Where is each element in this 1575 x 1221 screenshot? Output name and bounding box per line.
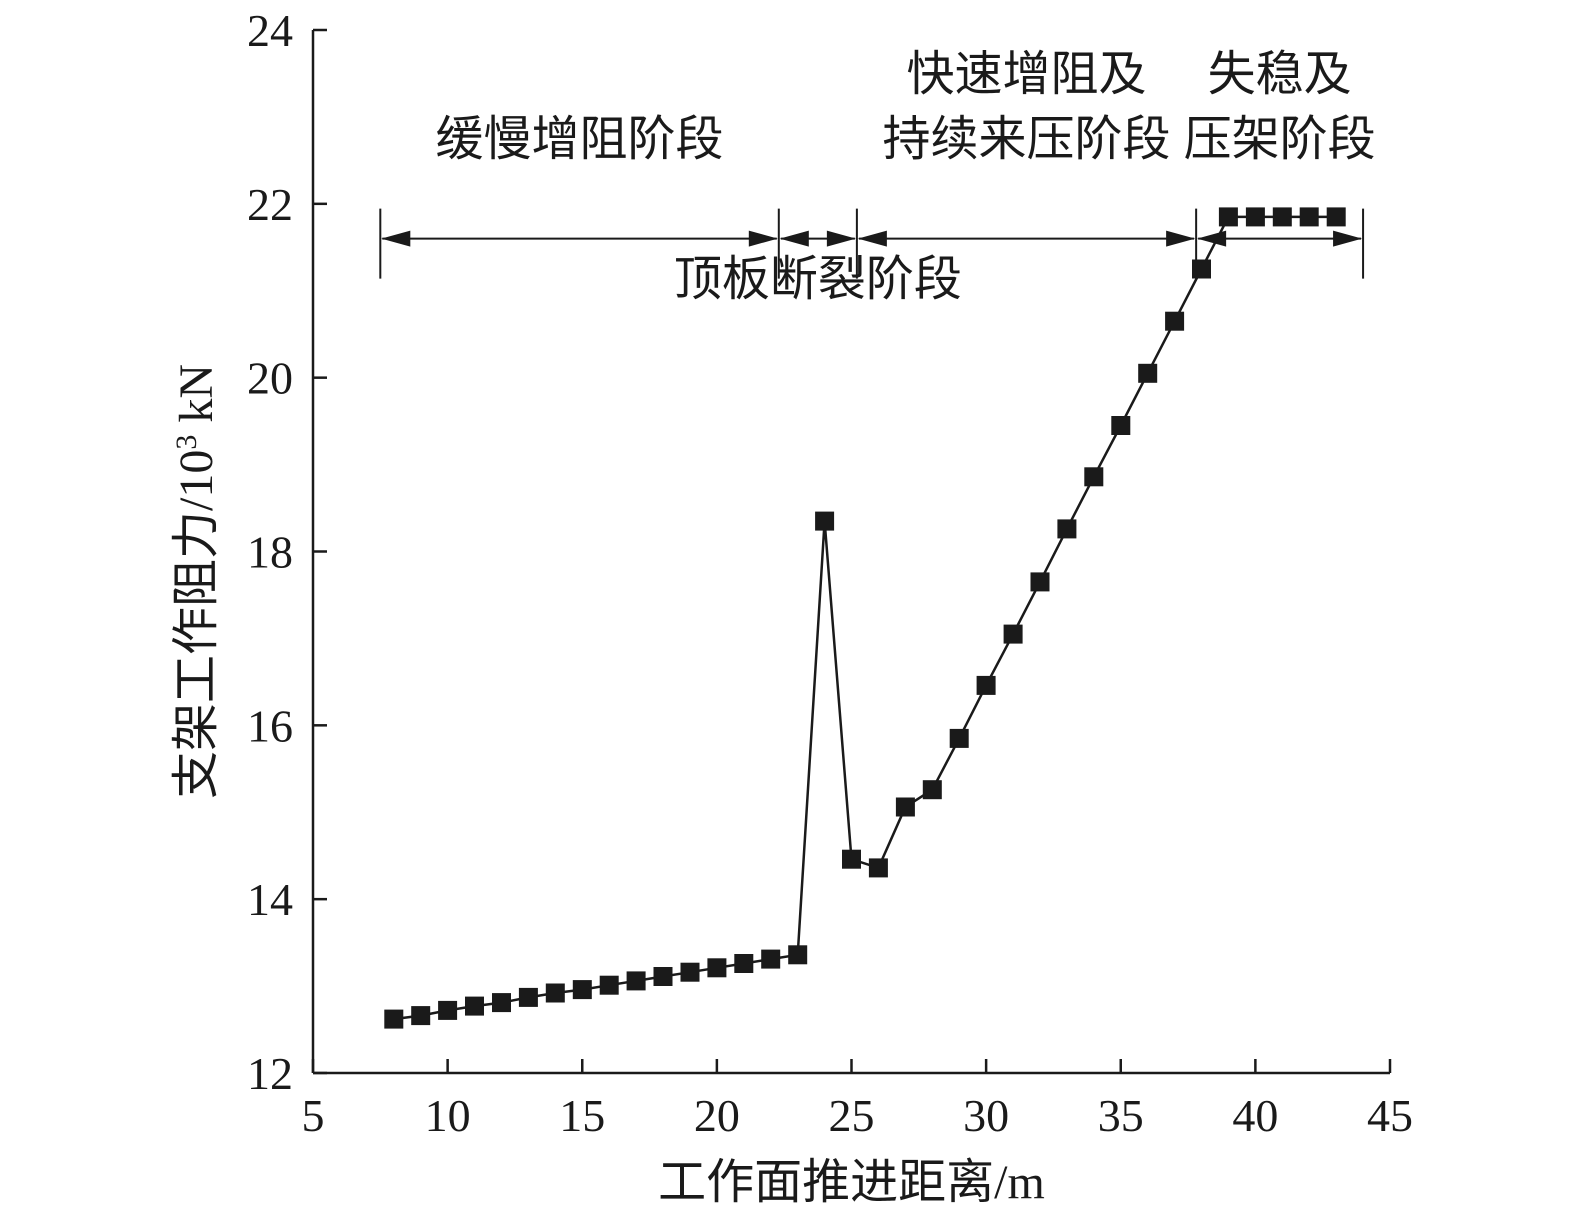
x-tick-label: 40: [1232, 1090, 1278, 1141]
data-point-marker: [1299, 207, 1319, 227]
data-point-marker: [1111, 416, 1131, 435]
stage-arrow-head-left: [857, 230, 887, 247]
y-tick-label: 12: [247, 1048, 293, 1099]
x-tick-label: 10: [425, 1090, 471, 1141]
stage-label-line: 压架阶段: [1184, 113, 1376, 166]
y-tick-label: 22: [247, 179, 293, 230]
data-point-marker: [1165, 311, 1185, 331]
data-point-marker: [1003, 624, 1023, 644]
y-tick-label: 16: [247, 700, 293, 751]
x-tick-label: 5: [302, 1090, 325, 1141]
x-tick-label: 25: [829, 1090, 875, 1141]
data-point-marker: [1192, 259, 1211, 279]
data-point-marker: [411, 1006, 431, 1026]
data-point-marker: [680, 962, 700, 982]
series-line: [393, 215, 1337, 1021]
data-point-marker: [653, 967, 673, 986]
data-point-marker: [1218, 207, 1238, 227]
data-point-marker: [1138, 363, 1158, 383]
data-point-marker: [492, 993, 511, 1013]
data-point-marker: [1030, 572, 1050, 592]
data-point-marker: [842, 849, 861, 869]
data-point-marker: [518, 987, 538, 1007]
data-point-marker: [761, 949, 781, 969]
y-tick-label: 18: [247, 527, 293, 578]
stage-arrow-head-left: [1197, 230, 1227, 247]
data-point-marker: [438, 1000, 458, 1020]
data-point-marker: [384, 1009, 404, 1029]
x-tick-label: 15: [559, 1090, 605, 1141]
data-point-marker: [1084, 467, 1104, 487]
stage-label-line: 持续来压阶段: [883, 113, 1171, 166]
data-point-marker: [1057, 519, 1077, 539]
data-point-marker: [788, 945, 808, 965]
data-point-marker: [626, 971, 646, 991]
y-axis-title: 支架工作阻力/103 kN: [170, 364, 224, 799]
stage-arrow-head-left: [381, 230, 411, 247]
stage-arrow-head-right: [1333, 230, 1363, 247]
y-axis-title-unit: kN: [170, 364, 223, 435]
data-point-marker: [815, 511, 835, 531]
data-point-marker: [922, 780, 942, 800]
stage-arrow-head-right: [826, 230, 856, 247]
data-point-marker: [545, 983, 565, 1003]
data-point-marker: [976, 675, 996, 695]
series-markers: [384, 207, 1346, 1029]
data-point-marker: [599, 975, 619, 995]
y-tick-label: 14: [247, 874, 293, 925]
data-point-marker: [1245, 207, 1265, 227]
data-point-marker: [895, 797, 915, 817]
x-tick-label: 20: [694, 1090, 740, 1141]
x-tick-label: 45: [1367, 1090, 1413, 1141]
data-point-marker: [707, 958, 727, 978]
data-point-marker: [1326, 207, 1346, 227]
stage-arrow-head-right: [1166, 230, 1196, 247]
y-tick-label: 24: [247, 5, 293, 56]
y-axis-title-main: 支架工作阻力/10: [170, 450, 223, 799]
data-point-marker: [868, 858, 888, 878]
x-axis-title: 工作面推进距离/m: [658, 1156, 1045, 1209]
y-axis-title-superscript: 3: [170, 435, 203, 450]
y-tick-label: 20: [247, 353, 293, 404]
stage-label-line: 顶板断裂阶段: [674, 253, 962, 306]
x-axis-ticks: 5 10 15 20 25 30 35 40 45: [302, 1059, 1413, 1141]
data-point-marker: [465, 996, 484, 1016]
data-point-marker: [1272, 207, 1292, 227]
stage-arrow-head-right: [748, 230, 778, 247]
x-tick-label: 35: [1098, 1090, 1144, 1141]
stage-label-line: 快速增阻及: [907, 48, 1147, 101]
stage-label-line: 缓慢增阻阶段: [436, 113, 724, 166]
data-point-marker: [734, 954, 754, 973]
data-point-marker: [949, 728, 969, 748]
y-axis-ticks: 12 14 16 18 20 22 24: [247, 5, 327, 1099]
x-tick-label: 30: [963, 1090, 1009, 1141]
stage-label-line: 失稳及: [1208, 48, 1352, 101]
data-point-marker: [572, 980, 592, 1000]
stage-arrow-head-left: [779, 230, 809, 247]
